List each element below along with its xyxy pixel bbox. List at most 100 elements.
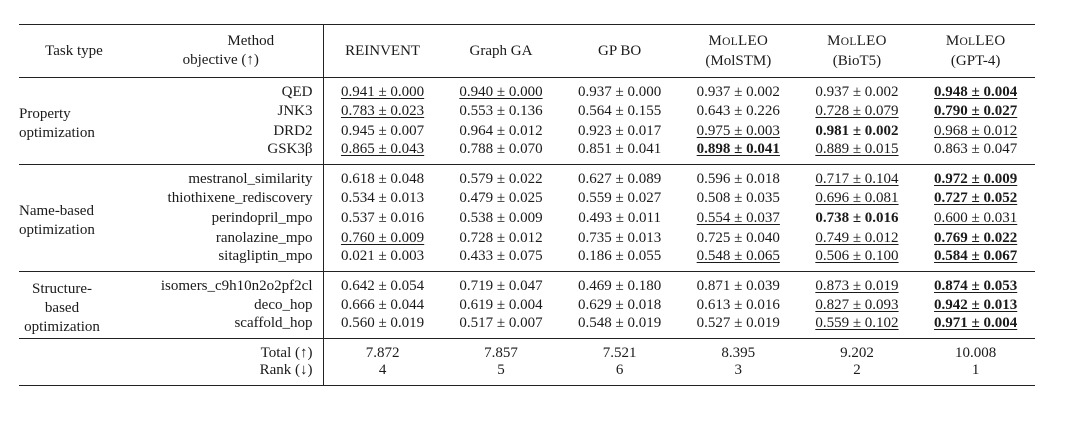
value-cell: 0.643 ± 0.226 [679, 101, 798, 121]
value-cell: 0.749 ± 0.012 [798, 228, 917, 248]
totals-value: 10.008 [955, 345, 997, 361]
table-row: sitagliptin_mpo 0.021 ± 0.003 0.433 ± 0.07… [19, 248, 1035, 272]
value-cell: 0.600 ± 0.031 [916, 208, 1035, 228]
score-value: 0.749 ± 0.012 [815, 229, 899, 246]
method-header-graph-ga: Graph GA [441, 24, 561, 78]
score-value: 0.981 ± 0.002 [815, 122, 899, 139]
value-cell: 0.968 ± 0.012 [916, 121, 1035, 141]
totals-value: 8.395 [721, 345, 756, 361]
score-value: 0.945 ± 0.007 [340, 122, 425, 139]
table-row: Property optimization QED 0.941 ± 0.000 0.94… [19, 77, 1035, 141]
score-value: 0.596 ± 0.018 [696, 171, 780, 187]
value-cell: 0.760 ± 0.009 [323, 228, 442, 248]
header-row: Task type Method objective (↑) REINVENT … [19, 24, 1035, 78]
score-value: 0.560 ± 0.019 [340, 315, 425, 331]
value-cell: 0.554 ± 0.037 [679, 208, 798, 228]
totals-label: Rank (↓) [129, 362, 324, 386]
results-table-container: Task type Method objective (↑) REINVENT … [19, 24, 1035, 386]
score-value: 0.738 ± 0.016 [815, 209, 899, 226]
score-value: 0.827 ± 0.093 [815, 296, 899, 313]
value-cell: 0.728 ± 0.079 [798, 101, 917, 121]
value-cell: 0.517 ± 0.007 [442, 315, 561, 339]
value-cell: 0.898 ± 0.041 [679, 141, 798, 165]
score-value: 0.923 ± 0.017 [578, 122, 662, 139]
score-value: 0.760 ± 0.009 [340, 229, 425, 246]
score-value: 0.964 ± 0.012 [459, 122, 543, 139]
totals-value: 2 [853, 362, 861, 378]
value-cell: 0.827 ± 0.093 [798, 295, 917, 315]
score-value: 0.584 ± 0.067 [934, 248, 1018, 264]
value-cell: 0.534 ± 0.013 [323, 188, 442, 208]
score-value: 0.727 ± 0.052 [934, 189, 1018, 206]
score-value: 0.643 ± 0.226 [696, 102, 780, 119]
task-type-cell: Property optimization [19, 78, 129, 165]
value-cell: 0.937 ± 0.000 [560, 78, 679, 102]
table-row: thiothixene_rediscovery 0.534 ± 0.013 0.47… [19, 188, 1035, 208]
value-cell: 0.508 ± 0.035 [679, 188, 798, 208]
value-cell: 0.738 ± 0.016 [798, 208, 917, 228]
value-cell: 0.865 ± 0.043 [323, 141, 442, 165]
value-cell: 0.538 ± 0.009 [442, 208, 561, 228]
score-value: 0.717 ± 0.104 [815, 171, 899, 187]
value-cell: 0.975 ± 0.003 [679, 121, 798, 141]
value-cell: 0.627 ± 0.089 [560, 165, 679, 189]
method-name: MOLLEO [945, 32, 1006, 49]
objective-cell: isomers_c9h10n2o2pf2cl [129, 271, 324, 295]
value-cell: 0.874 ± 0.053 [916, 272, 1035, 296]
table-row: deco_hop 0.666 ± 0.044 0.619 ± 0.004 0.629 … [19, 295, 1035, 315]
totals-label: Total (↑) [129, 338, 324, 362]
table-row: Name-based optimization mestranol_similari… [19, 164, 1035, 238]
value-cell: 0.559 ± 0.027 [560, 188, 679, 208]
value-cell: 0.769 ± 0.022 [916, 228, 1035, 248]
score-value: 0.479 ± 0.025 [459, 189, 543, 206]
score-value: 0.613 ± 0.016 [696, 296, 780, 313]
value-cell: 0.790 ± 0.027 [916, 101, 1035, 121]
table-row: Structure-based optimization isomers_c9h10… [19, 271, 1035, 335]
task-type-label: optimization [24, 318, 100, 335]
score-value: 0.863 ± 0.047 [934, 141, 1018, 157]
objective-cell: ranolazine_mpo [129, 228, 324, 248]
score-value: 0.941 ± 0.000 [340, 84, 425, 100]
score-value: 0.937 ± 0.000 [578, 84, 662, 100]
value-cell: 0.629 ± 0.018 [560, 295, 679, 315]
value-cell: 0.871 ± 0.039 [679, 272, 798, 296]
method-header-molleo-biot5: MOLLEO (BioT5) [797, 24, 917, 78]
score-value: 0.021 ± 0.003 [340, 248, 425, 264]
value-cell: 0.717 ± 0.104 [798, 165, 917, 189]
score-value: 0.559 ± 0.102 [815, 315, 899, 331]
score-value: 0.788 ± 0.070 [459, 141, 543, 157]
task-type-label: Name-based [19, 203, 94, 219]
score-value: 0.975 ± 0.003 [696, 122, 780, 139]
method-variant: (GPT-4) [950, 52, 1001, 69]
score-value: 0.553 ± 0.136 [459, 102, 543, 119]
method-header-molleo-molstm: MOLLEO (MolSTM) [678, 24, 798, 78]
score-value: 0.548 ± 0.065 [696, 248, 780, 264]
score-value: 0.851 ± 0.041 [578, 141, 662, 157]
objective-cell: thiothixene_rediscovery [129, 188, 324, 208]
totals-value: 9.202 [840, 345, 874, 361]
score-value: 0.783 ± 0.023 [340, 102, 425, 119]
table-row: scaffold_hop 0.560 ± 0.019 0.517 ± 0.007 0.… [19, 315, 1035, 339]
score-value: 0.627 ± 0.089 [578, 171, 662, 187]
method-name: Graph GA [469, 42, 533, 59]
method-name: MOLLEO [827, 32, 887, 49]
totals-row: Rank (↓) 4 5 6 3 2 1 [19, 362, 1035, 386]
method-header-molleo-gpt4: MOLLEO (GPT-4) [916, 24, 1035, 78]
task-type-label: optimization [19, 222, 95, 238]
value-cell: 0.981 ± 0.002 [798, 121, 917, 141]
table-row: DRD2 0.945 ± 0.007 0.964 ± 0.012 0.923 ± 0.… [19, 121, 1035, 141]
task-type-header: Task type [19, 24, 129, 78]
value-cell: 0.548 ± 0.019 [560, 315, 679, 339]
objective-cell: scaffold_hop [129, 315, 324, 339]
method-header-reinvent: REINVENT [323, 24, 442, 78]
objective-cell: DRD2 [129, 121, 324, 141]
score-value: 0.642 ± 0.054 [340, 278, 425, 294]
value-cell: 0.618 ± 0.048 [323, 165, 442, 189]
score-value: 0.506 ± 0.100 [815, 248, 899, 264]
objective-cell: sitagliptin_mpo [129, 248, 324, 272]
value-cell: 0.493 ± 0.011 [560, 208, 679, 228]
score-value: 0.790 ± 0.027 [934, 102, 1018, 119]
task-group: Property optimization QED 0.941 ± 0.000 0.94… [19, 77, 1035, 165]
score-value: 0.666 ± 0.044 [340, 296, 425, 313]
task-group: Structure-based optimization isomers_c9h10… [19, 271, 1035, 339]
